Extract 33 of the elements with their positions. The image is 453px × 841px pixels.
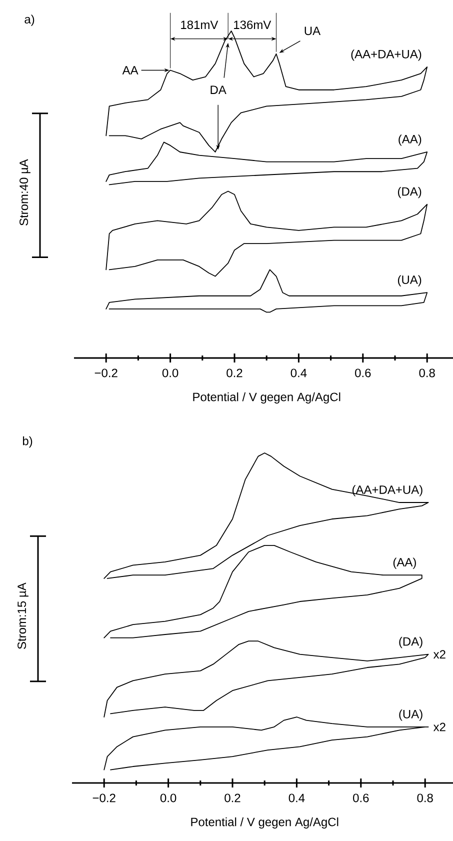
text: 181mV	[181, 20, 218, 30]
annotation: x2	[433, 722, 446, 732]
annotation: DA	[210, 86, 226, 94]
x-tick-label: 0.8	[419, 368, 435, 378]
series-label: (UA)	[398, 275, 422, 286]
series-label: (AA)	[398, 134, 422, 146]
text: 136mV	[234, 20, 272, 30]
x-tick-label: 0.4	[290, 368, 307, 378]
series-label: (DA)	[399, 636, 422, 648]
x-tick-label: 0.0	[160, 794, 176, 802]
x-axis-title: Potential / V gegen Ag/AgCl	[193, 392, 340, 404]
annotation: x2	[433, 650, 446, 658]
series-label: (AA)	[393, 558, 416, 569]
y-axis-title: Strom:40 µA	[20, 159, 30, 226]
chart-title: a)	[24, 14, 34, 26]
series-label: (DA)	[398, 186, 422, 198]
annotation: AA	[122, 66, 138, 74]
series-label: (AA+DA+UA)	[351, 50, 422, 61]
x-tick-label: 0.0	[162, 368, 178, 378]
x-tick-label: 0.4	[288, 794, 305, 802]
series-label: (AA+DA+UA)	[352, 485, 422, 496]
x-tick-label: 0.6	[353, 794, 369, 802]
x-tick-label: 0.6	[355, 368, 371, 378]
x-tick-label: 0.8	[417, 794, 433, 802]
x-tick-label: −0.2	[94, 368, 118, 378]
annotation: UA	[304, 26, 321, 36]
series-label: (UA)	[399, 710, 422, 721]
chart-title: b)	[22, 436, 32, 448]
x-tick-label: 0.2	[224, 794, 240, 802]
x-axis-title: Potential / V gegen Ag/AgCl	[191, 817, 338, 829]
x-tick-label: 0.2	[226, 368, 242, 378]
x-tick-label: −0.2	[92, 794, 116, 802]
y-axis-title: Strom:15 µA	[18, 582, 28, 649]
